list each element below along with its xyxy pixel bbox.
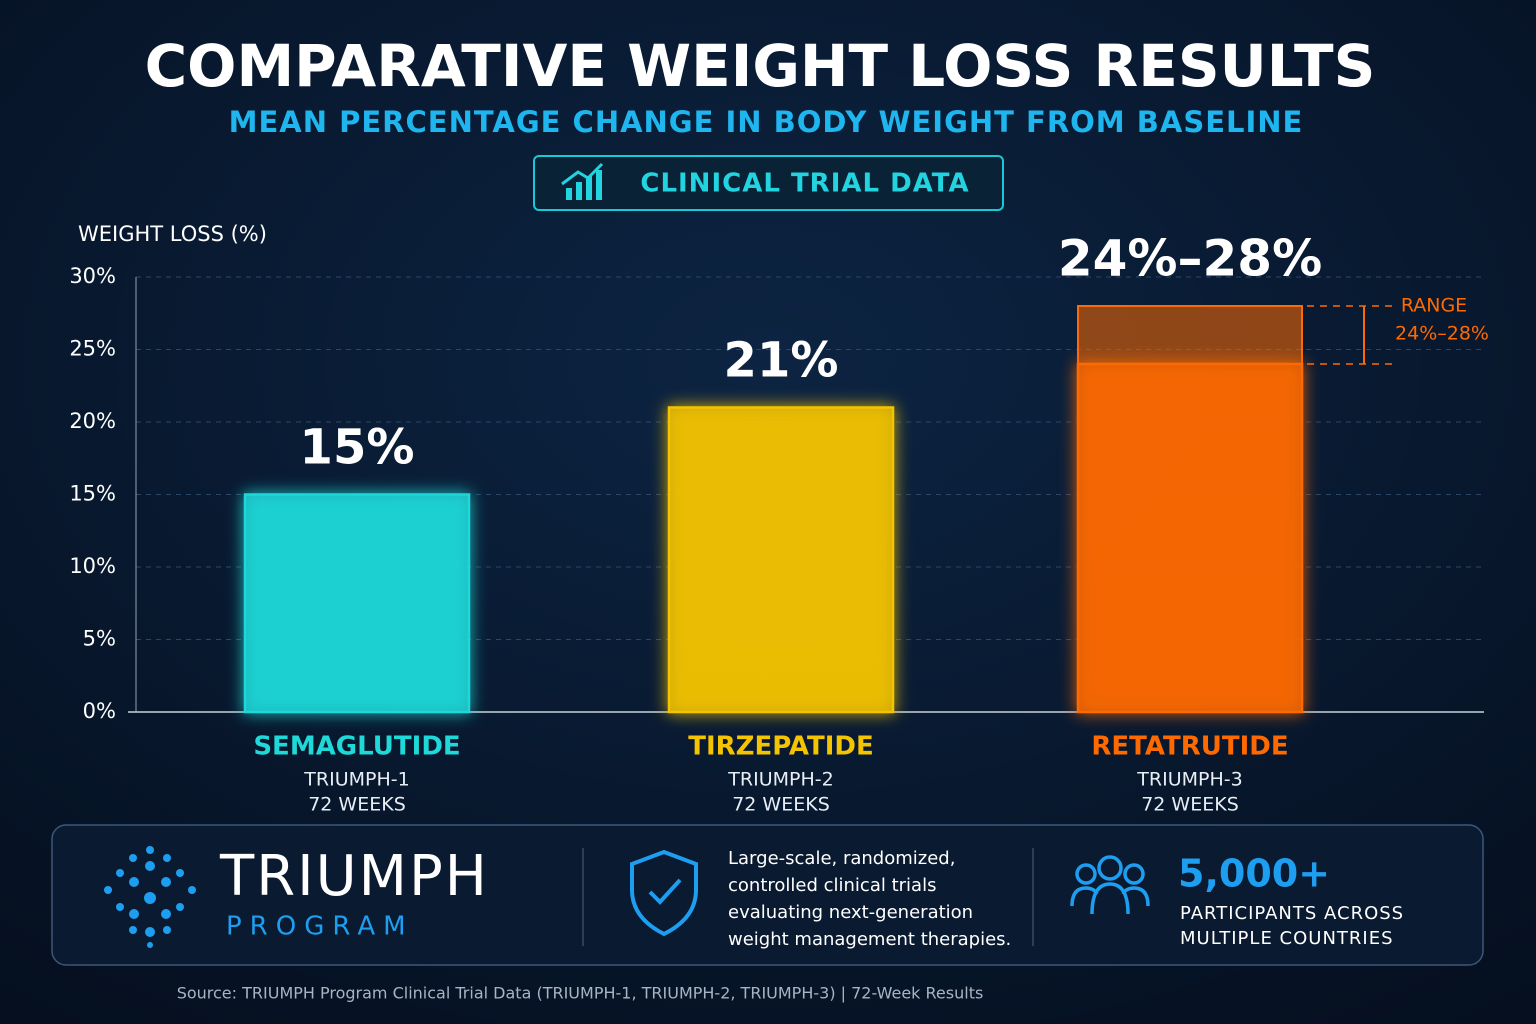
footer-panel [51, 824, 1484, 966]
plot: 0% 5% 10% 15% 20% 25% 30% 15% SEMAGLUTIDE TRIUMPH… [69, 230, 1489, 816]
bar [243, 493, 471, 714]
brand-logo [104, 846, 196, 948]
description-line: controlled clinical trials [728, 875, 936, 896]
description-line: Large-scale, randomized, [728, 848, 955, 869]
subtitle: MEAN PERCENTAGE CHANGE IN BODY WEIGHT FR… [229, 105, 1304, 139]
y-tick-label: 15% [69, 482, 116, 506]
people-icon [1070, 855, 1150, 915]
y-tick-label: 10% [69, 554, 116, 578]
bar [1076, 362, 1304, 714]
trial-label: TRIUMPH-3 [1136, 769, 1242, 791]
x-tick-label: RETATRUTIDE [1091, 732, 1288, 762]
source: Source: TRIUMPH Program Clinical Trial D… [177, 984, 984, 1003]
description: Large-scale, randomized, controlled clini… [728, 848, 1011, 950]
value-label: 24%–28% [1058, 230, 1322, 288]
range-cap [1077, 305, 1303, 365]
duration-label: 72 WEEKS [732, 794, 830, 816]
y-axis-label: WEIGHT LOSS (%) [78, 222, 267, 246]
shield-icon [630, 849, 698, 937]
value-label: 21% [724, 333, 839, 389]
badge [533, 155, 1004, 211]
trial-label: TRIUMPH-2 [727, 769, 833, 791]
value-label: 15% [300, 420, 415, 476]
badge-text: CLINICAL TRIAL DATA [640, 169, 969, 199]
y-tick-label: 5% [83, 627, 116, 651]
badge-icon [561, 162, 604, 200]
duration-label: 72 WEEKS [1141, 794, 1239, 816]
x-tick-label: SEMAGLUTIDE [253, 732, 460, 762]
stat-line: PARTICIPANTS ACROSS [1180, 903, 1404, 924]
title: COMPARATIVE WEIGHT LOSS RESULTS [145, 32, 1376, 100]
description-line: weight management therapies. [728, 929, 1011, 950]
trial-label: TRIUMPH-1 [303, 769, 409, 791]
brand-sub: PROGRAM [226, 912, 414, 942]
y-tick-label: 25% [69, 337, 116, 361]
y-tick-label: 20% [69, 409, 116, 433]
y-tick-label: 30% [69, 264, 116, 288]
bar [667, 406, 895, 714]
y-tick-label: 0% [83, 699, 116, 723]
stat: 5,000+ [1178, 852, 1330, 896]
description-line: evaluating next-generation [728, 902, 973, 923]
x-tick-label: TIRZEPATIDE [688, 732, 874, 762]
brand: TRIUMPH [219, 844, 489, 909]
range-annotation: RANGE [1401, 295, 1467, 317]
range-annotation-value: 24%–28% [1395, 323, 1489, 345]
duration-label: 72 WEEKS [308, 794, 406, 816]
stat-line: MULTIPLE COUNTRIES [1180, 928, 1394, 949]
